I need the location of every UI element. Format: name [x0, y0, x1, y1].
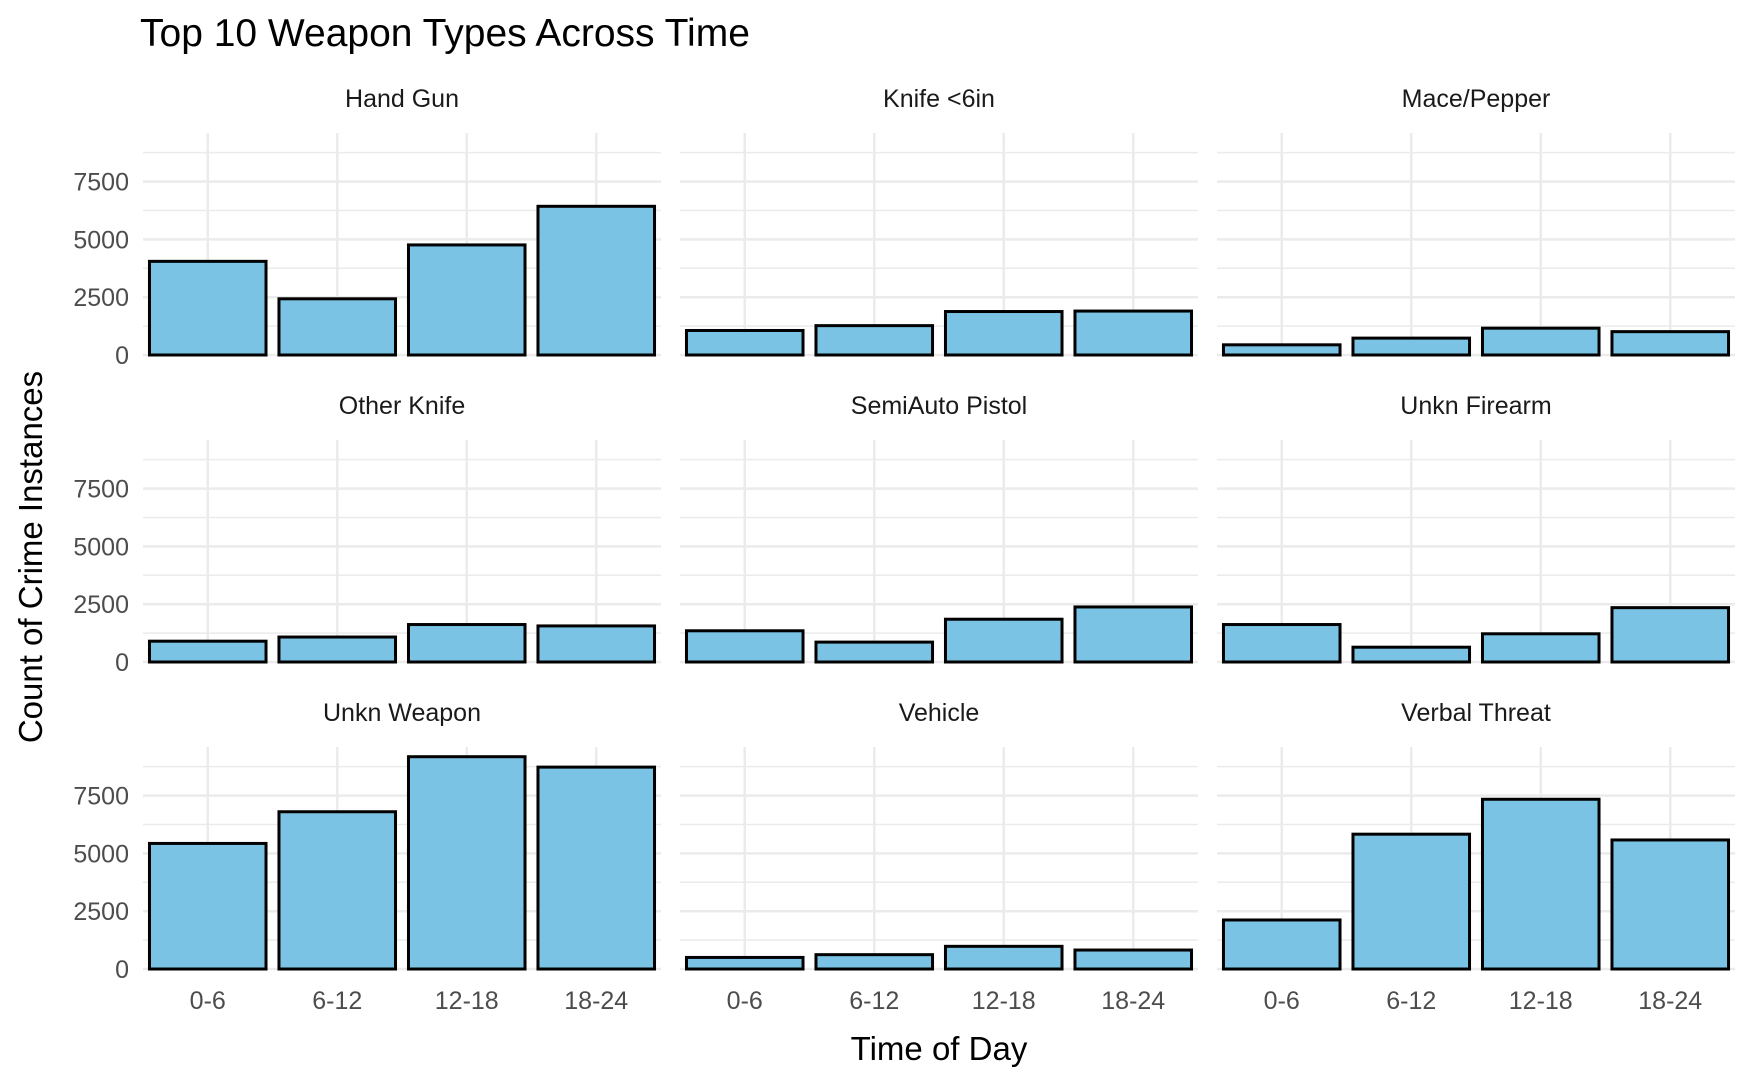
x-tick-label: 12-18 — [972, 987, 1036, 1015]
y-tick-label: 0 — [115, 956, 129, 984]
bar — [536, 765, 657, 971]
bar — [1480, 326, 1601, 357]
bar — [1480, 797, 1601, 971]
facet-label: Mace/Pepper — [1402, 85, 1551, 113]
x-axis-label: Time of Day — [851, 1030, 1028, 1067]
y-tick-label: 2500 — [73, 591, 129, 619]
facet-panel: Unkn Firearm — [1217, 392, 1735, 664]
bar — [406, 755, 527, 971]
x-tick-label: 6-12 — [312, 987, 362, 1015]
bar — [1073, 309, 1194, 357]
facet-label: Hand Gun — [345, 85, 459, 113]
y-tick-label: 0 — [115, 649, 129, 677]
bar — [277, 297, 398, 357]
y-tick-label: 7500 — [73, 169, 129, 197]
bar — [536, 624, 657, 664]
x-tick-label: 12-18 — [435, 987, 499, 1015]
bar — [147, 639, 268, 664]
bar — [943, 944, 1064, 971]
bar — [1073, 948, 1194, 971]
bar — [277, 810, 398, 971]
bar — [684, 629, 805, 664]
bar — [1610, 838, 1731, 971]
y-tick-label: 2500 — [73, 898, 129, 926]
bar — [277, 635, 398, 664]
bar — [814, 640, 935, 664]
x-tick-label: 0-6 — [727, 987, 763, 1015]
facet-panel: Other Knife 0 2500 5000 7500 — [73, 392, 661, 677]
facet-panel: Verbal Threat 0-6 6-12 12-18 18-24 — [1217, 699, 1735, 1015]
bar — [1351, 832, 1472, 971]
bar — [814, 953, 935, 971]
facet-label: Unkn Weapon — [323, 699, 481, 727]
bar — [1610, 330, 1731, 357]
x-tick-label: 0-6 — [1264, 987, 1300, 1015]
bar — [536, 204, 657, 357]
bar — [147, 259, 268, 357]
bar — [1351, 645, 1472, 664]
x-tick-label: 18-24 — [564, 987, 628, 1015]
facet-label: Verbal Threat — [1401, 699, 1551, 727]
facet-panel: Mace/Pepper — [1217, 85, 1735, 357]
y-tick-label: 5000 — [73, 226, 129, 254]
facet-panel: Hand Gun 0 2500 5000 7500 — [73, 85, 661, 370]
bar — [406, 243, 527, 357]
bar — [1221, 918, 1342, 971]
bar — [406, 623, 527, 664]
x-tick-label: 18-24 — [1638, 987, 1702, 1015]
bar — [1480, 632, 1601, 664]
bar — [1221, 623, 1342, 664]
y-axis-label: Count of Crime Instances — [12, 371, 49, 743]
y-tick-label: 7500 — [73, 476, 129, 504]
bar — [684, 955, 805, 971]
y-tick-label: 2500 — [73, 284, 129, 312]
x-tick-label: 12-18 — [1509, 987, 1573, 1015]
x-tick-label: 0-6 — [190, 987, 226, 1015]
chart-title: Top 10 Weapon Types Across Time — [140, 12, 750, 55]
bar — [1221, 343, 1342, 357]
y-tick-label: 7500 — [73, 783, 129, 811]
bar — [1610, 606, 1731, 664]
y-tick-label: 0 — [115, 342, 129, 370]
facet-label: Knife <6in — [883, 85, 995, 113]
facet-panels: Hand Gun 0 2500 5000 7500 Knife <6in Mace/Pepp… — [73, 85, 1735, 1015]
facet-panel: Unkn Weapon 0 2500 5000 7500 0-6 6-12 12-18 18-2… — [73, 699, 661, 1015]
bar — [684, 328, 805, 357]
facet-label: Vehicle — [899, 699, 980, 727]
facet-panel: SemiAuto Pistol — [680, 392, 1198, 664]
bar — [147, 841, 268, 971]
bar — [943, 310, 1064, 357]
x-tick-label: 6-12 — [849, 987, 899, 1015]
bar — [943, 617, 1064, 664]
bar — [1351, 336, 1472, 357]
bar — [814, 324, 935, 357]
facet-label: Other Knife — [339, 392, 465, 420]
x-tick-label: 18-24 — [1101, 987, 1165, 1015]
y-tick-label: 5000 — [73, 840, 129, 868]
facet-label: SemiAuto Pistol — [851, 392, 1027, 420]
x-tick-label: 6-12 — [1386, 987, 1436, 1015]
bar — [1073, 605, 1194, 664]
facet-panel: Knife <6in — [680, 85, 1198, 357]
facet-panel: Vehicle 0-6 6-12 12-18 18-24 — [680, 699, 1198, 1015]
facet-label: Unkn Firearm — [1400, 392, 1551, 420]
y-tick-label: 5000 — [73, 533, 129, 561]
